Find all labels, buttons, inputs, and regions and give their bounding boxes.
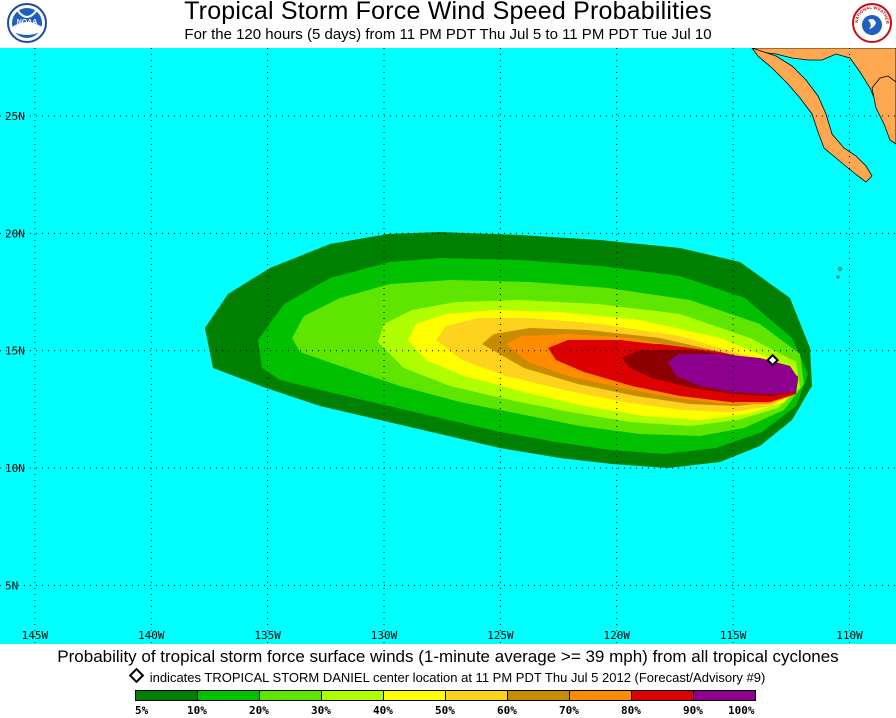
legend-label: 60% [497, 704, 517, 717]
noaa-logo-icon: NOAA [7, 3, 47, 43]
national-weather-service-logo-icon: NATIONAL WEATHER SERVICE [852, 3, 892, 43]
probability-band [668, 354, 798, 394]
header: NOAA Tropical Storm Force Wind Speed Pro… [0, 0, 896, 48]
legend-label: 5% [135, 704, 149, 717]
map-caption: Probability of tropical storm force surf… [57, 647, 839, 666]
legend-label: 80% [621, 704, 641, 717]
storm-center-marker [766, 353, 780, 367]
legend-swatch [383, 690, 446, 701]
longitude-label: 140W [138, 629, 165, 642]
land-baja-california [751, 48, 896, 279]
longitude-label: 145W [22, 629, 49, 642]
legend-swatch [693, 690, 756, 701]
legend-label: 70% [559, 704, 579, 717]
legend-swatch [631, 690, 694, 701]
latitude-label: 20N [5, 227, 25, 240]
longitude-label: 115W [720, 629, 747, 642]
storm-indicator-note: indicates TROPICAL STORM DANIEL center l… [0, 667, 896, 685]
legend-label: 40% [373, 704, 393, 717]
legend-label: 10% [187, 704, 207, 717]
longitude-label: 130W [371, 629, 398, 642]
legend-swatch [197, 690, 260, 701]
land-island [838, 267, 842, 271]
storm-center-diamond [766, 353, 780, 367]
latitude-label: 5N [5, 579, 18, 592]
probability-legend: 5% 10% 20% 30% 40% 50% 60% 70% 80% 90% 100% [135, 690, 756, 718]
longitude-label: 125W [487, 629, 514, 642]
legend-label: 90% [683, 704, 703, 717]
map-canvas: 145W 140W 135W 130W 125W 120W 115W 110W 25N 20N 15… [0, 48, 896, 644]
land-island [836, 275, 840, 279]
noaa-logo-text: NOAA [17, 19, 38, 26]
legend-swatch [259, 690, 322, 701]
legend-swatch [445, 690, 508, 701]
storm-center-diamond-icon [128, 667, 144, 684]
legend-swatch [507, 690, 570, 701]
latitude-label: 10N [5, 462, 25, 475]
legend-swatch [321, 690, 384, 701]
probability-map: 145W 140W 135W 130W 125W 120W 115W 110W 25N 20N 15… [0, 48, 896, 644]
storm-indicator-text: indicates TROPICAL STORM DANIEL center l… [149, 670, 766, 685]
legend-swatch [135, 690, 198, 701]
longitude-label: 135W [254, 629, 281, 642]
probability-contours [205, 232, 812, 468]
land-mainland-coast [871, 75, 896, 145]
legend-label: 20% [249, 704, 269, 717]
longitude-label: 120W [603, 629, 630, 642]
legend-label: 100% [728, 704, 755, 717]
legend-label: 50% [435, 704, 455, 717]
longitude-label: 110W [836, 629, 863, 642]
page-title: Tropical Storm Force Wind Speed Probabil… [184, 0, 712, 25]
page-subtitle: For the 120 hours (5 days) from 11 PM PD… [184, 26, 712, 43]
latitude-label: 15N [5, 345, 25, 358]
latitude-label: 25N [5, 110, 25, 123]
legend-label: 30% [311, 704, 331, 717]
tick-labels: 145W 140W 135W 130W 125W 120W 115W 110W 25N 20N 15… [5, 110, 863, 642]
legend-swatch [569, 690, 632, 701]
land-baja-peninsula [751, 48, 873, 183]
footer: Probability of tropical storm force surf… [0, 644, 896, 718]
